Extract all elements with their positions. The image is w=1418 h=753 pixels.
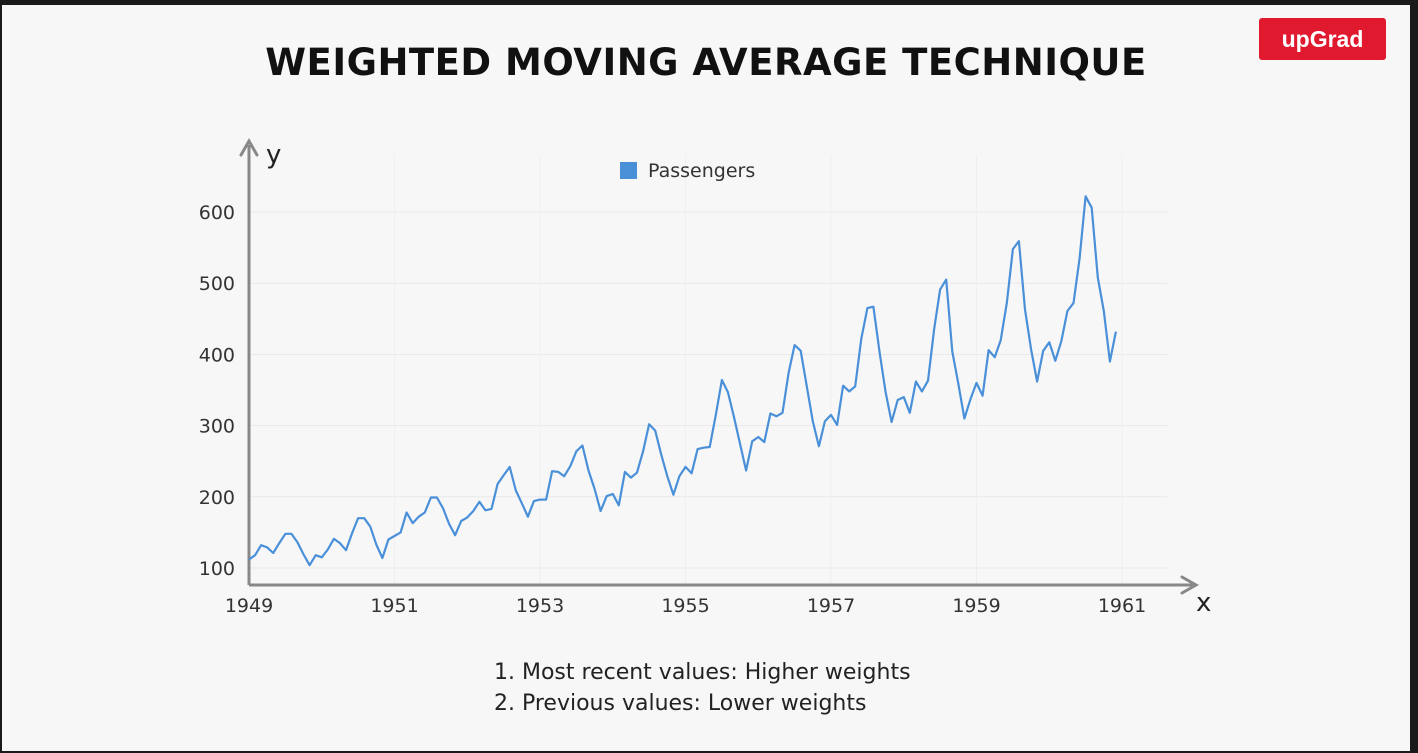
y-tick-label-500: 500 (199, 273, 235, 295)
chart-series (248, 195, 1117, 567)
x-tick-label-1951: 1951 (370, 595, 418, 617)
x-tick-label-1957: 1957 (807, 595, 855, 617)
note-item-1: 1. Most recent values: Higher weights (494, 660, 911, 685)
y-tick-label-100: 100 (199, 558, 235, 580)
x-axis-label: x (1196, 588, 1211, 618)
y-axis-arrow (239, 137, 259, 157)
chart-axes: yx (239, 137, 1211, 618)
x-tick-label-1961: 1961 (1098, 595, 1146, 617)
slide: WEIGHTED MOVING AVERAGE TECHNIQUE upGrad… (2, 5, 1410, 751)
note-item-2: 2. Previous values: Lower weights (494, 691, 867, 716)
x-axis-arrow (1180, 575, 1200, 595)
x-tick-label-1949: 1949 (225, 595, 273, 617)
legend-swatch-passengers (620, 162, 637, 179)
chart-grid (248, 155, 1167, 585)
chart-legend: Passengers (620, 160, 755, 182)
series-line-passengers (248, 195, 1117, 567)
legend-label-passengers: Passengers (648, 160, 755, 182)
y-tick-label-300: 300 (199, 416, 235, 438)
y-tick-label-200: 200 (199, 487, 235, 509)
y-tick-label-400: 400 (199, 344, 235, 366)
y-axis-label: y (266, 140, 281, 170)
x-tick-label-1953: 1953 (516, 595, 564, 617)
x-tick-label-1959: 1959 (952, 595, 1000, 617)
y-tick-label-600: 600 (199, 202, 235, 224)
upgrad-logo: upGrad (1259, 18, 1386, 60)
chart-ticks: 100 200 300 400 500 600 1949 1951 1953 1955 1957 19… (199, 202, 1146, 617)
slide-title: WEIGHTED MOVING AVERAGE TECHNIQUE (265, 41, 1147, 84)
x-tick-label-1955: 1955 (661, 595, 709, 617)
notes-list: 1. Most recent values: Higher weights 2.… (494, 657, 911, 719)
